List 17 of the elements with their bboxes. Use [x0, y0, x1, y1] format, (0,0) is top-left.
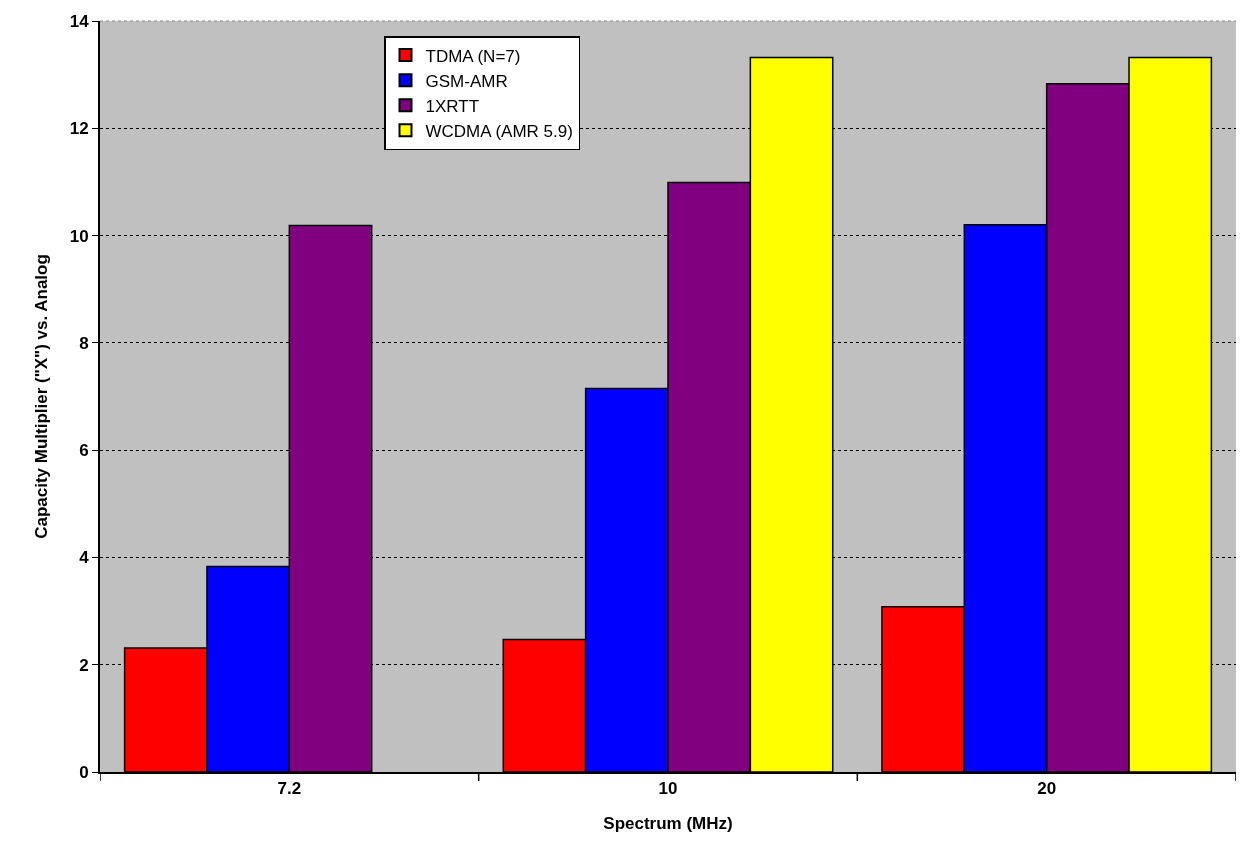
y-axis-title: Capacity Multiplier ("X") vs. Analog: [31, 254, 51, 539]
y-tick-label: 8: [79, 333, 89, 353]
legend-label: GSM-AMR: [425, 71, 508, 91]
x-tick-label: 20: [1037, 779, 1057, 799]
legend-label: TDMA (N=7): [425, 46, 521, 66]
legend-label: WCDMA (AMR 5.9): [425, 122, 573, 141]
y-tick-label: 10: [69, 226, 89, 246]
y-tick-label: 6: [79, 441, 89, 461]
y-tick-label: 0: [79, 762, 89, 782]
x-tick-label: 7.2: [277, 779, 302, 799]
y-tick-label: 4: [79, 548, 90, 568]
x-axis-title: Spectrum (MHz): [603, 814, 733, 834]
legend-label: 1XRTT: [425, 96, 480, 116]
x-tick-label: 10: [658, 779, 678, 799]
y-tick-label: 12: [69, 119, 89, 139]
y-tick-label: 14: [69, 11, 90, 31]
y-tick-label: 2: [79, 655, 89, 675]
